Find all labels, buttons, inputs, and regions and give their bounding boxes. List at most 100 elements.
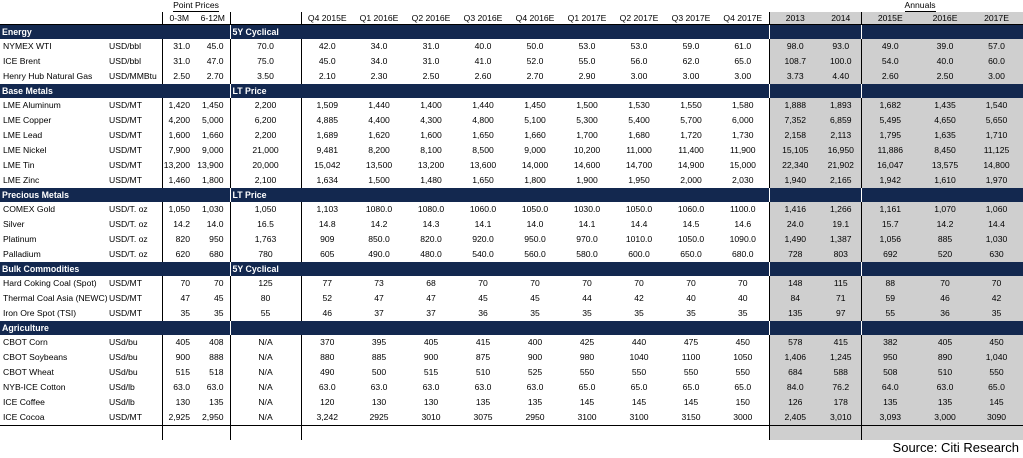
value-cell: 55.0 xyxy=(578,56,596,66)
value-cell: 71 xyxy=(821,291,862,306)
value-cell: 47 xyxy=(374,293,384,303)
section-tag: LT Price xyxy=(229,84,302,98)
value-cell: 52.0 xyxy=(526,56,544,66)
table-row: Henry Hub Natural Gas USD/MMBtu 2.50 2.70 3.… xyxy=(0,69,1023,84)
table-row: ICE Brent USD/bbl 31.0 47.0 75.0 45.0 34.0 31.0… xyxy=(0,54,1023,69)
value-cell: 3,242 xyxy=(300,410,354,426)
header-blank xyxy=(0,12,162,25)
commodity-name: Silver xyxy=(3,219,25,229)
value-cell: 63.0 xyxy=(161,380,196,395)
section-title: Energy xyxy=(0,24,231,39)
value-cell: 980 xyxy=(579,352,595,362)
footer-cell xyxy=(768,425,822,440)
value-cell: 540.0 xyxy=(472,249,494,259)
footer-cell xyxy=(717,425,770,440)
value-cell: 13,900 xyxy=(197,160,224,170)
section-fill xyxy=(860,84,1023,98)
table-row: Thermal Coal Asia (NEWC) USD/MT 47 45 80 52 47… xyxy=(0,291,1023,306)
value-cell: 88 xyxy=(860,276,920,291)
value-cell: 2.50 xyxy=(422,71,440,81)
section-fill xyxy=(860,188,1023,202)
value-cell: 1,450 xyxy=(202,100,224,110)
value-cell: 2.70 xyxy=(206,71,224,81)
value-cell: 5,300 xyxy=(576,115,598,125)
column-header: Q3 2017E xyxy=(665,12,718,25)
commodity-name: LME Tin xyxy=(3,160,35,170)
column-header: 2014 xyxy=(821,12,862,25)
value-cell: 3000 xyxy=(733,412,753,422)
header-blank xyxy=(0,0,162,12)
value-cell: 37 xyxy=(426,308,436,318)
footer-cell xyxy=(971,425,1023,440)
footer-row xyxy=(0,425,1023,440)
commodity-unit: USD/MT xyxy=(109,308,142,318)
value-cell: 44 xyxy=(582,293,592,303)
value-cell: 780 xyxy=(229,247,302,262)
value-cell: 578 xyxy=(768,335,822,350)
value-cell: 125 xyxy=(229,276,302,291)
value-cell: 21,902 xyxy=(821,158,862,173)
value-cell: 14,600 xyxy=(573,160,601,170)
value-cell: 1,416 xyxy=(768,202,822,217)
value-cell: 1,103 xyxy=(300,202,354,217)
value-cell: 2.70 xyxy=(526,71,544,81)
column-header: Q2 2016E xyxy=(405,12,458,25)
value-cell: 1,900 xyxy=(576,175,598,185)
value-cell: 8,500 xyxy=(472,145,494,155)
section-header-row: Bulk Commodities 5Y Cyclical xyxy=(0,262,1023,276)
table-row: ICE Coffee USd/lb 130 135 N/A 120 130 130 135 135… xyxy=(0,395,1023,410)
value-cell: 950 xyxy=(860,350,920,365)
value-cell: 14.2 xyxy=(370,219,388,229)
value-cell: 2,000 xyxy=(680,175,702,185)
column-header-row: 0-3M 6-12M Q4 2015E Q1 2016E Q2 2016E Q3 2016… xyxy=(0,12,1023,25)
commodity-unit: USD/T. oz xyxy=(109,219,148,229)
value-cell: 525 xyxy=(527,367,543,377)
commodity-name: LME Copper xyxy=(3,115,52,125)
value-cell: 40.0 xyxy=(474,41,492,51)
value-cell: 880 xyxy=(300,350,354,365)
value-cell: 550 xyxy=(683,367,699,377)
value-cell: 11,900 xyxy=(729,145,756,155)
table-row: LME Zinc USD/MT 1,460 1,800 2,100 1,634 1,500 1… xyxy=(0,173,1023,188)
value-cell: 31.0 xyxy=(422,41,440,51)
value-cell: 145 xyxy=(971,395,1023,410)
commodity-name: ICE Brent xyxy=(3,56,41,66)
table-row: Silver USD/T. oz 14.2 14.0 16.5 14.8 14.2 14.3 1… xyxy=(0,217,1023,232)
value-cell: 820 xyxy=(161,232,196,247)
value-cell: 2,200 xyxy=(229,128,302,143)
value-cell: 47 xyxy=(426,293,436,303)
value-cell: 1,550 xyxy=(680,100,702,110)
value-cell: 1,795 xyxy=(860,128,920,143)
value-cell: 1,800 xyxy=(202,175,224,185)
value-cell: 14.4 xyxy=(630,219,648,229)
value-cell: 145 xyxy=(579,397,595,407)
value-cell: 520 xyxy=(919,247,972,262)
value-cell: 16.5 xyxy=(229,217,302,232)
value-cell: 2.90 xyxy=(578,71,596,81)
value-cell: 4,885 xyxy=(300,113,354,128)
commodity-unit: USD/T. oz xyxy=(109,204,148,214)
point-prices-label: Point Prices xyxy=(173,0,219,12)
commodity-name: CBOT Wheat xyxy=(3,367,54,377)
value-cell: 34.0 xyxy=(370,56,388,66)
value-cell: 14,700 xyxy=(625,160,653,170)
commodity-name: Henry Hub Natural Gas xyxy=(3,71,93,81)
value-cell: 3100 xyxy=(629,412,649,422)
value-cell: 1,070 xyxy=(919,202,972,217)
value-cell: 1090.0 xyxy=(729,234,756,244)
value-cell: 1,689 xyxy=(300,128,354,143)
value-cell: 803 xyxy=(821,247,862,262)
value-cell: 22,340 xyxy=(768,158,822,173)
value-cell: 1,720 xyxy=(680,130,702,140)
section-fill xyxy=(301,321,770,335)
commodity-unit: USd/bu xyxy=(109,352,138,362)
value-cell: 475 xyxy=(683,337,699,347)
commodity-name: NYB-ICE Cotton xyxy=(3,382,66,392)
value-cell: 9,000 xyxy=(202,145,224,155)
value-cell: 35 xyxy=(971,306,1023,321)
section-header-row: Precious Metals LT Price xyxy=(0,188,1023,202)
value-cell: 14.2 xyxy=(919,217,972,232)
value-cell: 35 xyxy=(530,308,540,318)
commodity-unit: USD/MT xyxy=(109,145,142,155)
commodity-name: LME Zinc xyxy=(3,175,40,185)
